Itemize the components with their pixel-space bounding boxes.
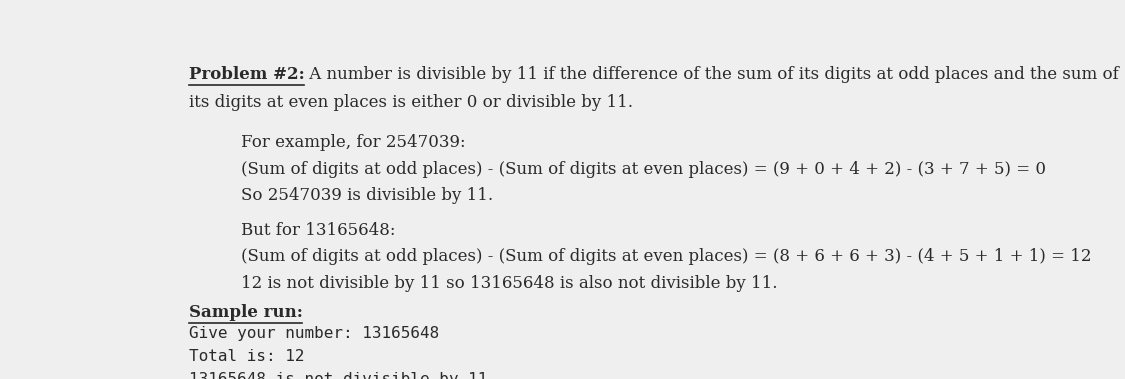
Text: Sample run:: Sample run: — [189, 304, 303, 321]
Text: (Sum of digits at odd places) - (Sum of digits at even places) = (8 + 6 + 6 + 3): (Sum of digits at odd places) - (Sum of … — [241, 248, 1091, 265]
Text: So 2547039 is divisible by 11.: So 2547039 is divisible by 11. — [241, 187, 493, 204]
Text: 13165648 is not divisible by 11.: 13165648 is not divisible by 11. — [189, 372, 496, 379]
Text: Total is: 12: Total is: 12 — [189, 349, 304, 364]
Text: But for 13165648:: But for 13165648: — [241, 222, 395, 239]
Text: its digits at even places is either 0 or divisible by 11.: its digits at even places is either 0 or… — [189, 94, 632, 111]
Text: Problem #2:: Problem #2: — [189, 66, 305, 83]
Text: Give your number: 13165648: Give your number: 13165648 — [189, 326, 439, 341]
Text: 12 is not divisible by 11 so 13165648 is also not divisible by 11.: 12 is not divisible by 11 so 13165648 is… — [241, 274, 777, 291]
Text: For example, for 2547039:: For example, for 2547039: — [241, 135, 466, 152]
Text: (Sum of digits at odd places) - (Sum of digits at even places) = (9 + 0 + 4 + 2): (Sum of digits at odd places) - (Sum of … — [241, 161, 1046, 178]
Text: A number is divisible by 11 if the difference of the sum of its digits at odd pl: A number is divisible by 11 if the diffe… — [305, 66, 1119, 83]
